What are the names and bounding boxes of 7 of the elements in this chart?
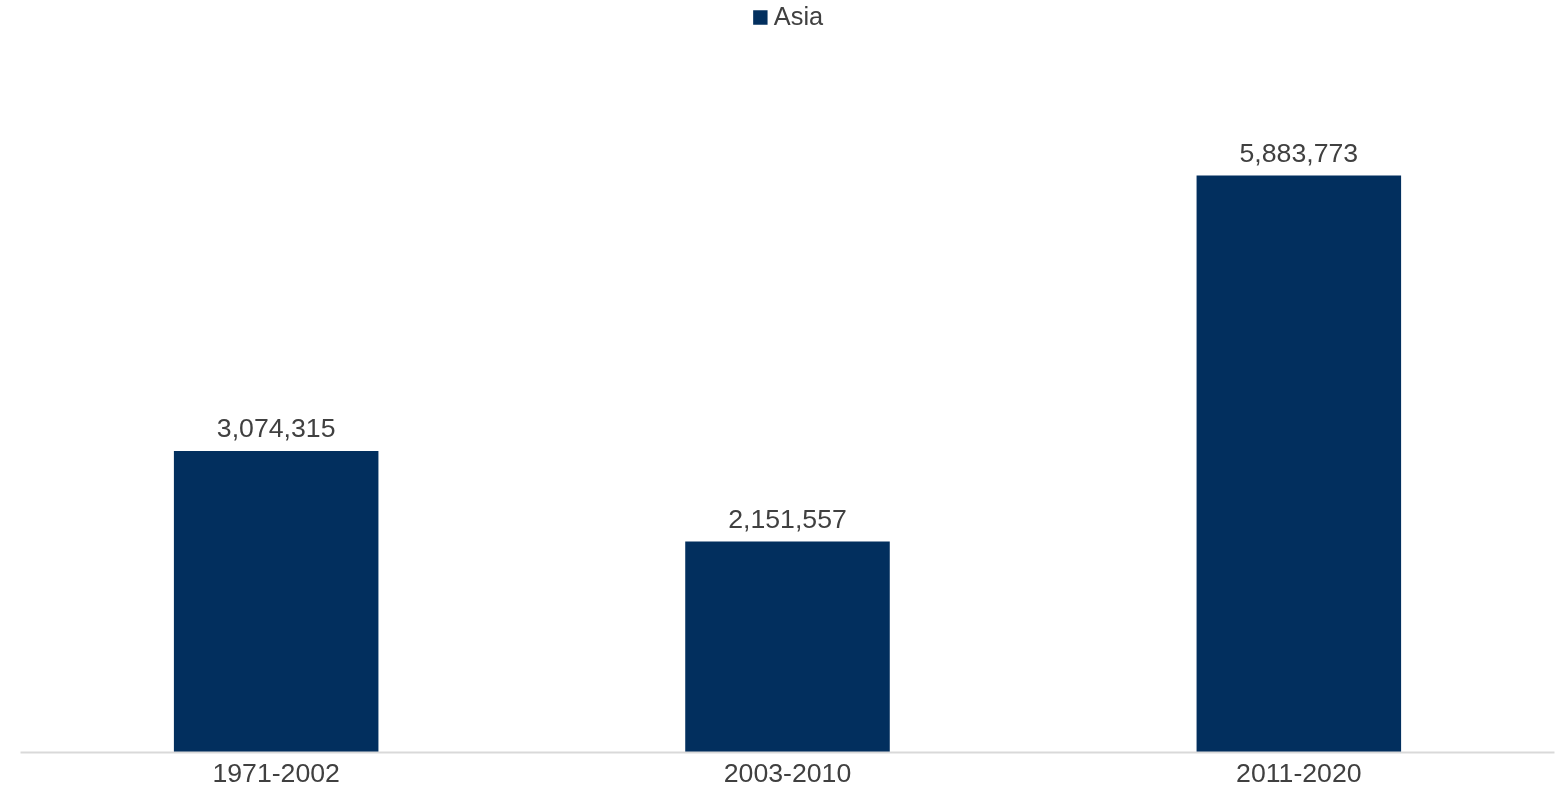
x-tick-label: 2011-2020 — [1236, 757, 1362, 788]
x-tick-label: 2003-2010 — [723, 757, 852, 788]
x-tick-label: 1971-2002 — [212, 757, 340, 788]
data-label: 3,074,315 — [216, 413, 336, 444]
legend-label: Asia — [773, 2, 824, 31]
data-label: 5,883,773 — [1239, 137, 1359, 168]
data-label: 2,151,557 — [728, 503, 847, 534]
